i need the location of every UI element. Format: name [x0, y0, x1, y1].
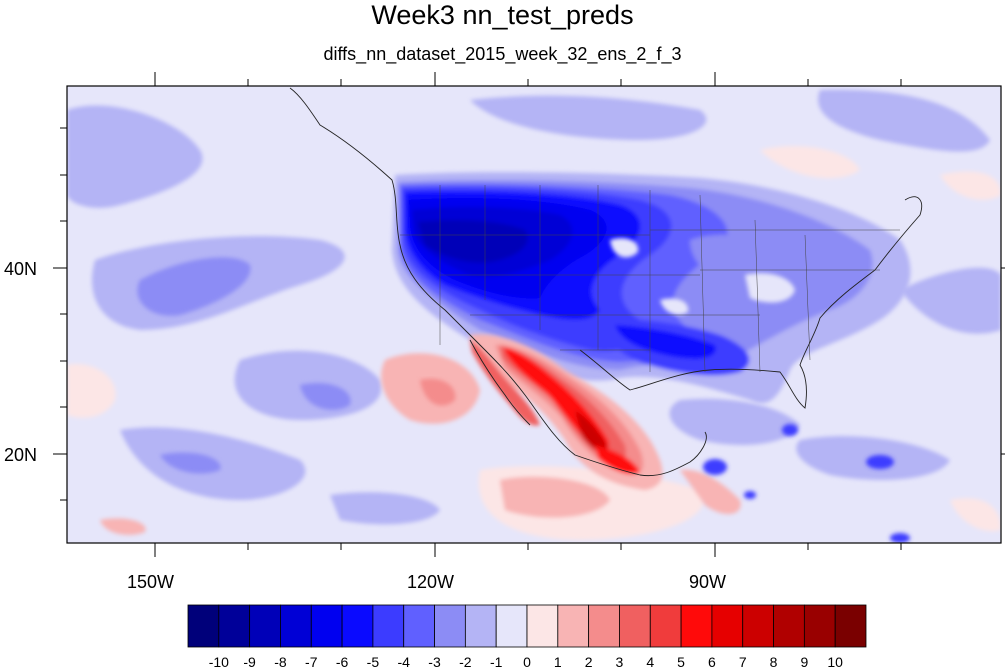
colorbar-label: 7 [738, 654, 747, 670]
colorbar-swatch [403, 604, 435, 648]
colorbar-swatch [526, 604, 559, 648]
colorbar-label: -2 [459, 654, 472, 670]
colorbar-label: -6 [335, 654, 349, 670]
colorbar-label: 0 [523, 654, 531, 670]
colorbar-swatch [557, 604, 590, 648]
colorbar-swatch [372, 604, 405, 648]
colorbar-label: -1 [489, 654, 503, 670]
colorbar-label: -9 [243, 654, 256, 670]
y-tick-label-40n: 40N [4, 259, 38, 279]
pacific-medium-patches [137, 257, 351, 474]
axis-ticks [53, 72, 1005, 557]
positive-core-patches [420, 378, 456, 406]
colorbar-swatch [280, 604, 312, 648]
colorbar-label: 2 [584, 654, 593, 670]
colorbar-label: 3 [615, 654, 624, 670]
chart-title: Week3 nn_test_preds [371, 0, 634, 30]
colorbar-label: 9 [800, 654, 809, 670]
colorbar-swatch [310, 604, 343, 648]
colorbar-label: -3 [428, 654, 441, 670]
colorbar-swatch [803, 604, 836, 648]
x-tick-label-120w: 120W [407, 572, 455, 592]
colorbar-swatch [187, 604, 220, 648]
caribbean-negative-blobs [703, 424, 910, 543]
colorbar-label: -5 [366, 654, 380, 670]
colorbar-swatch [495, 604, 528, 648]
colorbar-swatch [464, 604, 497, 648]
y-tick-label-20n: 20N [4, 445, 38, 465]
colorbar-swatch [619, 604, 651, 648]
mexico-positive-field [469, 334, 663, 490]
colorbar-swatch [341, 604, 374, 648]
colorbar-label: 8 [769, 654, 778, 670]
colorbar-label: 1 [553, 654, 562, 670]
colorbar-label: -7 [305, 654, 318, 670]
colorbar-swatch [218, 604, 251, 648]
chart-subtitle: diffs_nn_dataset_2015_week_32_ens_2_f_3 [323, 44, 682, 64]
state-borders [400, 185, 900, 373]
colorbar-swatch [711, 604, 744, 648]
colorbar-swatch [742, 604, 774, 648]
colorbar-swatch [249, 604, 281, 648]
colorbar-label: 10 [827, 654, 843, 670]
colorbar [187, 604, 867, 648]
colorbar-label: -8 [274, 654, 287, 670]
colorbar-swatch [834, 604, 867, 648]
x-tick-label-90w: 90W [689, 572, 727, 592]
colorbar-swatch [680, 604, 713, 648]
colorbar-label: -4 [397, 654, 410, 670]
colorbar-label: 6 [708, 654, 716, 670]
colorbar-swatch [588, 604, 620, 648]
colorbar-label: 4 [646, 654, 655, 670]
colorbar-swatch [434, 604, 466, 648]
colorbar-swatch [649, 604, 682, 648]
coastline-outline [289, 87, 923, 477]
colorbar-label: 5 [677, 654, 685, 670]
colorbar-swatch [773, 604, 805, 648]
map-field [67, 86, 1001, 543]
colorbar-label: -10 [208, 654, 229, 670]
x-tick-label-150w: 150W [127, 572, 175, 592]
